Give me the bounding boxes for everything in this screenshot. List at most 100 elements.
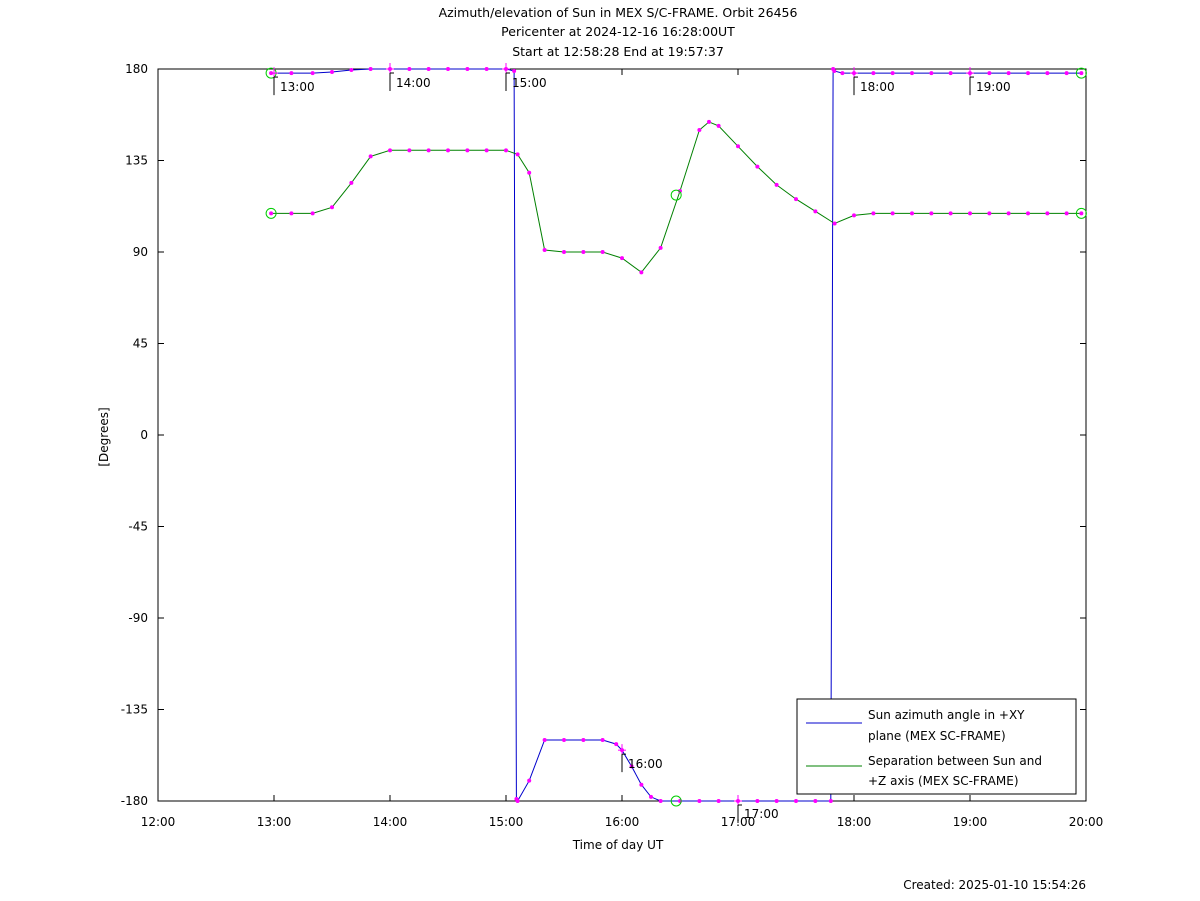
data-point — [678, 189, 682, 193]
data-point — [987, 71, 992, 76]
plot-frame — [157, 68, 1087, 802]
data-point — [269, 211, 274, 216]
time-annotation-label: 15:00 — [512, 76, 547, 90]
data-point — [614, 742, 619, 747]
data-point — [871, 71, 876, 76]
data-point — [852, 213, 856, 218]
data-point — [289, 211, 294, 216]
created-timestamp: Created: 2025-01-10 15:54:26 — [903, 878, 1086, 892]
pericenter-marker — [670, 189, 682, 201]
pericenter-marker — [670, 795, 682, 807]
data-point — [929, 211, 934, 216]
data-point — [639, 270, 644, 275]
data-point — [910, 71, 914, 76]
data-point — [1064, 211, 1069, 216]
data-point — [1026, 71, 1030, 76]
data-point — [658, 245, 663, 250]
data-point — [542, 247, 547, 252]
data-point — [1045, 71, 1050, 76]
data-point — [697, 799, 702, 803]
data-point — [504, 148, 508, 153]
legend-label-azimuth-1: Sun azimuth angle in +XY — [868, 708, 1025, 722]
chart-subtitle-start-end: Start at 12:58:28 End at 19:57:37 — [512, 44, 724, 59]
data-point — [629, 764, 634, 769]
data-point — [515, 799, 520, 803]
data-point — [828, 799, 833, 803]
data-point — [330, 205, 334, 210]
data-point — [1079, 211, 1084, 216]
x-tick-label: 16:00 — [605, 815, 640, 829]
data-point — [929, 71, 934, 76]
data-point — [832, 221, 837, 226]
data-point — [600, 738, 605, 742]
start-end-marker — [1075, 67, 1087, 79]
y-tick-label: 0 — [140, 428, 148, 442]
data-point — [562, 738, 566, 742]
data-point — [1064, 71, 1069, 76]
data-point — [1079, 71, 1084, 76]
data-point — [512, 69, 517, 74]
y-tick-label: -45 — [128, 520, 148, 534]
data-point — [349, 180, 354, 185]
data-point — [581, 738, 586, 742]
data-point — [794, 799, 798, 803]
data-point — [310, 71, 315, 76]
data-point — [407, 67, 412, 71]
axis-ticks: 12:00 13:00 14:00 15:00 16:00 17:00 18:00 19:00… — [121, 62, 1104, 829]
x-axis-label: Time of day UT — [572, 838, 664, 852]
legend-box — [796, 698, 1077, 795]
y-tick-label: 45 — [133, 337, 148, 351]
legend: Sun azimuth angle in +XY plane (MEX SC-F… — [796, 698, 1077, 795]
legend-label-separation-2: +Z axis (MEX SC-FRAME) — [868, 774, 1019, 788]
data-point — [600, 250, 605, 254]
data-point — [968, 211, 972, 216]
data-point — [890, 211, 895, 216]
data-point — [1045, 211, 1050, 216]
time-annotations: 13:00 14:00 15:00 16:00 17:00 18:00 19:00 — [270, 63, 1011, 823]
x-tick-label: 20:00 — [1069, 815, 1104, 829]
chart-title: Azimuth/elevation of Sun in MEX S/C-FRAM… — [439, 5, 798, 20]
data-point — [774, 182, 779, 187]
start-end-marker — [1075, 207, 1087, 219]
data-point — [813, 799, 818, 803]
data-point — [465, 148, 470, 153]
data-point — [426, 67, 431, 71]
data-point — [649, 794, 653, 799]
data-point — [527, 778, 532, 783]
data-point — [446, 148, 450, 153]
x-tick-label: 13:00 — [257, 815, 292, 829]
data-point — [910, 211, 914, 216]
data-point — [794, 197, 798, 202]
time-annotation-label: 13:00 — [280, 80, 315, 94]
data-point — [948, 71, 953, 76]
data-point — [289, 71, 294, 76]
time-annotation-label: 17:00 — [744, 807, 779, 821]
data-point — [542, 738, 547, 742]
series-line-0 — [271, 67, 1082, 802]
data-point — [639, 782, 644, 787]
data-point — [330, 70, 334, 75]
data-point — [707, 119, 711, 124]
data-point — [1006, 71, 1011, 76]
marker-layer — [265, 67, 1087, 807]
time-annotation-label: 16:00 — [628, 757, 663, 771]
data-point — [620, 256, 624, 261]
data-point — [716, 123, 721, 128]
y-axis-label: [Degrees] — [97, 407, 111, 466]
y-tick-label: 180 — [125, 62, 148, 76]
data-point — [368, 67, 373, 71]
time-annotation-label: 19:00 — [976, 80, 1011, 94]
data-point — [658, 799, 663, 803]
data-point — [310, 211, 315, 216]
data-point — [484, 67, 489, 71]
x-tick-label: 15:00 — [489, 815, 524, 829]
data-point — [736, 144, 740, 149]
data-point — [948, 211, 953, 216]
data-point — [388, 148, 392, 153]
data-point — [407, 148, 412, 153]
data-point — [716, 799, 721, 803]
data-point — [1006, 211, 1011, 216]
data-point — [890, 71, 895, 76]
data-point — [446, 67, 450, 71]
data-point — [527, 170, 532, 175]
